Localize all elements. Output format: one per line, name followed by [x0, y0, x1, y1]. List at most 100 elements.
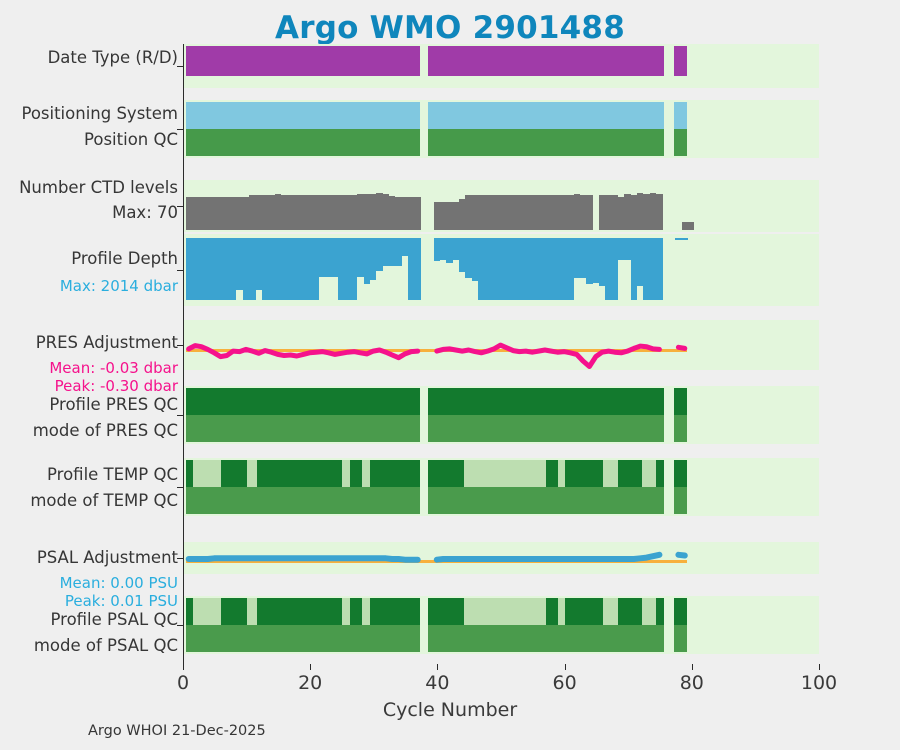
profile-depth-bar [344, 238, 351, 300]
ctd-level-bar [439, 202, 447, 230]
y-axis-tick [177, 129, 183, 130]
y-axis-tick [177, 66, 183, 67]
mode-psal-qc-block [673, 625, 687, 652]
profile-depth-bar [465, 238, 472, 278]
profile-depth-bar [369, 238, 377, 280]
ctd-level-bar [363, 194, 370, 230]
mode-temp-qc-block [673, 487, 687, 514]
row-label-date-type: Date Type (R/D) [47, 48, 178, 67]
ctd-level-bar [331, 195, 339, 230]
profile-depth-bar [439, 238, 447, 260]
x-axis-tick-label: 60 [552, 672, 577, 694]
profile-depth-bar [643, 238, 650, 300]
profile-depth-bar [255, 238, 262, 290]
y-axis-tick [177, 487, 183, 488]
ctd-level-bar [649, 193, 657, 230]
row-label-profile-pres-qc: Profile PRES QC [49, 395, 178, 414]
positioning-block [673, 102, 687, 129]
x-axis-tick-label: 20 [298, 672, 323, 694]
mode-psal-qc-block [428, 625, 665, 652]
ctd-level-bar [554, 195, 561, 230]
profile-depth-bar [535, 238, 542, 300]
x-axis-tick [564, 664, 566, 670]
position-qc-block [185, 129, 420, 156]
profile-depth-bar [497, 238, 504, 300]
row-label-pres-peak: Peak: -0.30 dbar [54, 377, 178, 395]
ctd-level-bar [198, 197, 205, 230]
x-axis-tick-label: 40 [425, 672, 450, 694]
ctd-level-bar [478, 195, 485, 230]
row-label-psal-mean: Mean: 0.00 PSU [59, 574, 178, 592]
row-label-profile-depth: Profile Depth [71, 249, 178, 268]
profile-temp-qc-block [342, 460, 350, 487]
x-axis-tick [437, 664, 439, 670]
profile-depth-bar [554, 238, 561, 300]
row-label-positioning: Positioning System [21, 104, 178, 123]
profile-temp-qc-block [564, 460, 603, 487]
ctd-level-bar [242, 197, 250, 230]
ctd-level-bar [490, 195, 498, 230]
profile-psal-qc-block [185, 598, 194, 625]
profile-temp-qc-block [349, 460, 363, 487]
ctd-level-bar [579, 195, 587, 230]
row-label-ctd-max: Max: 70 [112, 203, 178, 222]
profile-depth-bar [389, 238, 396, 266]
ctd-level-bar [300, 195, 307, 230]
ctd-level-bar [459, 199, 466, 230]
profile-depth-bar [401, 238, 409, 256]
ctd-level-bar [204, 197, 211, 230]
profile-temp-qc-block [656, 460, 665, 487]
ctd-level-bar [598, 195, 606, 230]
profile-depth-bar [408, 238, 415, 300]
profile-depth-bar [567, 238, 574, 300]
ctd-level-bar [446, 202, 453, 230]
panel-psal-adjustment [183, 542, 819, 574]
ctd-level-bar [306, 195, 313, 230]
ctd-level-bar [528, 195, 536, 230]
profile-psal-qc-block [362, 598, 370, 625]
x-axis-tick-label: 0 [176, 672, 190, 694]
pres-adjustment-line [186, 342, 688, 369]
profile-depth-bar [516, 238, 523, 300]
chart-plot-area[interactable] [183, 44, 819, 664]
profile-depth-bar [395, 238, 402, 266]
footer-credit: Argo WHOI 21-Dec-2025 [88, 723, 266, 739]
ctd-level-bar [535, 195, 542, 230]
ctd-level-bar [357, 194, 364, 230]
ctd-level-bar [433, 202, 440, 230]
ctd-level-bar [185, 197, 192, 230]
ctd-level-bar [643, 194, 650, 230]
ctd-level-bar [637, 193, 644, 230]
profile-temp-qc-block [673, 460, 687, 487]
profile-psal-qc-block [558, 598, 565, 625]
profile-temp-qc-block [464, 460, 546, 487]
ctd-level-bar [567, 195, 574, 230]
position-qc-block [428, 129, 665, 156]
y-axis-tick [177, 558, 183, 559]
position-qc-block [673, 129, 687, 156]
profile-temp-qc-block [256, 460, 342, 487]
ctd-level-bar [624, 194, 631, 230]
profile-depth-bar [300, 238, 307, 300]
profile-temp-qc-block [558, 460, 565, 487]
profile-depth-bar [350, 238, 358, 300]
ctd-level-bar [382, 194, 390, 230]
ctd-level-bar [344, 195, 351, 230]
profile-depth-bar [522, 238, 529, 300]
profile-depth-bar [637, 238, 644, 286]
profile-psal-qc-block [545, 598, 559, 625]
profile-pres-qc-block [185, 388, 420, 415]
profile-depth-bar [312, 238, 320, 300]
profile-temp-qc-block [428, 460, 465, 487]
profile-depth-bar [236, 238, 243, 290]
ctd-level-bar [522, 195, 529, 230]
profile-depth-bar [586, 238, 593, 284]
profile-depth-bar [230, 238, 237, 300]
profile-temp-qc-block [246, 460, 257, 487]
profile-depth-bar [503, 238, 510, 300]
panel-ctd-levels [183, 180, 819, 232]
ctd-level-bar [497, 195, 504, 230]
profile-depth-bar [433, 238, 440, 261]
profile-depth-bar [261, 238, 269, 300]
profile-depth-bar [509, 238, 517, 300]
